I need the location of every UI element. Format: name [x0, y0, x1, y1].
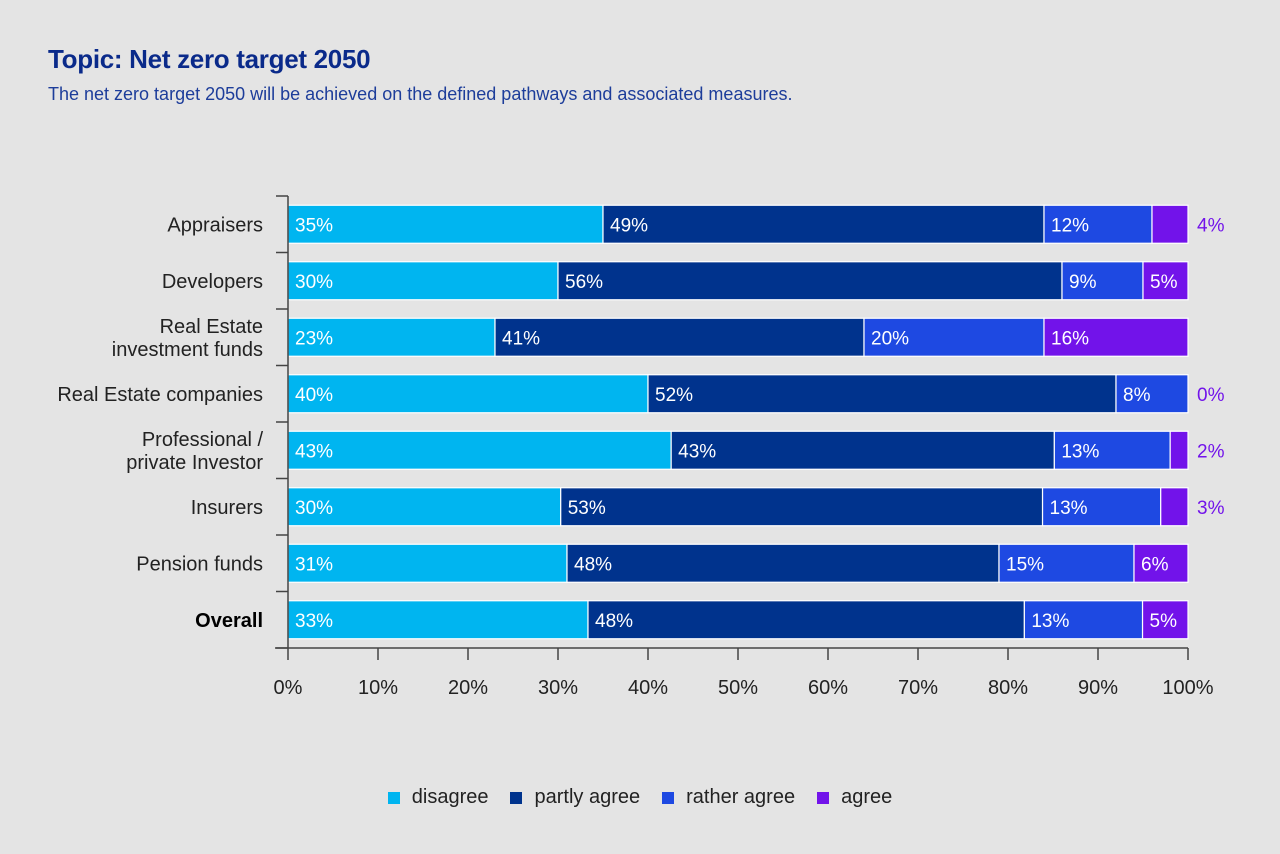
bar-segment-rather-agree	[863, 317, 1045, 357]
data-label: 16%	[1051, 328, 1089, 349]
x-tick-label: 50%	[718, 677, 758, 699]
data-label: 33%	[295, 611, 333, 632]
bar-segment-disagree	[287, 374, 649, 414]
category-label: Real Estate companies	[57, 384, 263, 406]
x-tick-label: 70%	[898, 677, 938, 699]
x-tick-label: 20%	[448, 677, 488, 699]
legend-swatch	[387, 791, 400, 804]
data-label: 30%	[295, 498, 333, 519]
legend: disagree partly agree rather agree agree	[0, 786, 1280, 809]
data-label: 6%	[1141, 554, 1169, 575]
bar-segment-disagree	[287, 317, 496, 357]
x-tick-label: 80%	[988, 677, 1028, 699]
data-label: 0%	[1197, 385, 1225, 406]
legend-item: agree	[817, 786, 892, 809]
bar-segment-disagree	[287, 430, 672, 470]
category-label: Pension funds	[136, 553, 263, 575]
data-label: 43%	[678, 441, 716, 462]
chart-title: Topic: Net zero target 2050	[48, 44, 371, 74]
bar-segment-rather-agree	[1041, 487, 1162, 527]
x-tick-label: 10%	[358, 677, 398, 699]
data-label: 13%	[1031, 611, 1069, 632]
legend-label: rather agree	[686, 786, 796, 808]
data-label: 2%	[1197, 441, 1225, 462]
bar-segment-rather-agree	[1023, 600, 1144, 640]
bar-segment-rather-agree	[1043, 204, 1153, 244]
bar-segment-agree	[1142, 261, 1189, 301]
bar-segment-partly-agree	[566, 543, 1000, 583]
bar-segment-rather-agree	[1115, 374, 1189, 414]
bar-segment-agree	[1160, 487, 1189, 527]
bar-segment-rather-agree	[1061, 261, 1144, 301]
x-tick-label: 0%	[274, 677, 303, 699]
x-tick-label: 60%	[808, 677, 848, 699]
category-label: investment funds	[112, 339, 263, 361]
bar-segment-agree	[1133, 543, 1189, 583]
legend-label: partly agree	[534, 786, 641, 808]
bar-segment-partly-agree	[670, 430, 1055, 470]
category-label: Real Estate	[160, 316, 263, 338]
data-label: 49%	[610, 215, 648, 236]
bar-segment-partly-agree	[557, 261, 1063, 301]
bar-segment-partly-agree	[494, 317, 865, 357]
data-label: 20%	[871, 328, 909, 349]
data-label: 43%	[295, 441, 333, 462]
data-label: 12%	[1051, 215, 1089, 236]
data-label: 9%	[1069, 272, 1097, 293]
legend-swatch	[817, 791, 830, 804]
bar-segment-agree	[1043, 317, 1189, 357]
data-label: 31%	[295, 554, 333, 575]
bar-segment-partly-agree	[560, 487, 1044, 527]
bar-segment-partly-agree	[602, 204, 1045, 244]
data-label: 13%	[1061, 441, 1099, 462]
bar-segment-disagree	[287, 543, 568, 583]
data-label: 35%	[295, 215, 333, 236]
data-label: 3%	[1197, 498, 1225, 519]
bar-segment-rather-agree	[1053, 430, 1171, 470]
data-label: 40%	[295, 385, 333, 406]
data-label: 5%	[1150, 611, 1178, 632]
data-label: 15%	[1006, 554, 1044, 575]
data-label: 52%	[655, 385, 693, 406]
data-label: 23%	[295, 328, 333, 349]
x-tick-label: 90%	[1078, 677, 1118, 699]
data-label: 48%	[595, 611, 633, 632]
data-label: 13%	[1050, 498, 1088, 519]
data-label: 5%	[1150, 272, 1178, 293]
category-label: Appraisers	[167, 214, 263, 236]
legend-label: agree	[841, 786, 893, 808]
bar-segment-agree	[1141, 600, 1189, 640]
legend-label: disagree	[411, 786, 489, 808]
x-tick-label: 30%	[538, 677, 578, 699]
bar-segment-agree	[1151, 204, 1189, 244]
data-label: 4%	[1197, 215, 1225, 236]
category-label: Insurers	[191, 497, 263, 519]
bar-segment-partly-agree	[647, 374, 1117, 414]
category-label: Overall	[195, 610, 263, 632]
category-label: private Investor	[126, 452, 263, 474]
legend-item: rather agree	[662, 786, 795, 809]
data-label: 8%	[1123, 385, 1151, 406]
x-tick-label: 40%	[628, 677, 668, 699]
chart-subtitle: The net zero target 2050 will be achieve…	[48, 84, 793, 104]
bar-segment-partly-agree	[587, 600, 1025, 640]
legend-swatch	[510, 791, 523, 804]
data-label: 48%	[574, 554, 612, 575]
category-label: Developers	[162, 271, 263, 293]
category-label: Professional /	[142, 429, 264, 451]
data-label: 30%	[295, 272, 333, 293]
legend-item: partly agree	[510, 786, 640, 809]
data-label: 53%	[568, 498, 606, 519]
data-label: 41%	[502, 328, 540, 349]
x-tick-label: 100%	[1162, 677, 1213, 699]
legend-item: disagree	[387, 786, 489, 809]
bar-segment-disagree	[287, 204, 604, 244]
bar-segment-agree	[1169, 430, 1189, 470]
legend-swatch	[662, 791, 675, 804]
data-label: 56%	[565, 272, 603, 293]
